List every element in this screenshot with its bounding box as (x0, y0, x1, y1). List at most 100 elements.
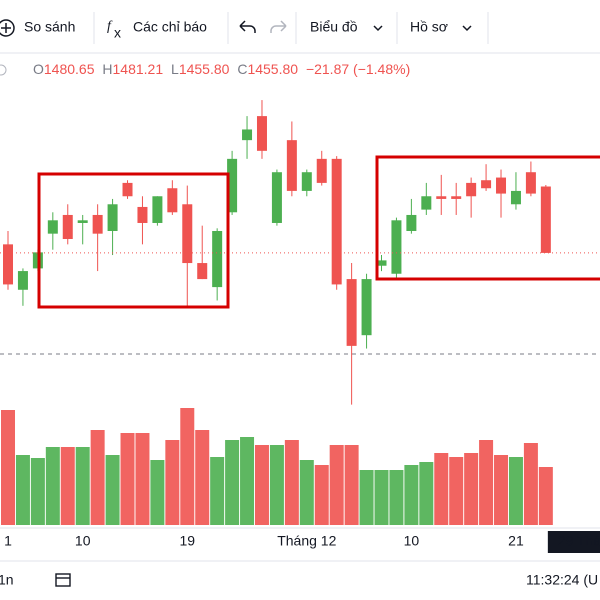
highlight-box (37, 172, 230, 309)
volume-bar (299, 460, 314, 525)
candle-body (167, 188, 178, 213)
profile-menu[interactable]: Hồ sơ (410, 19, 448, 35)
redo-button[interactable] (270, 20, 287, 33)
legend-value: 1455.80 (179, 61, 230, 77)
candle-body (525, 172, 536, 194)
candle-body (92, 214, 103, 234)
indicators-button[interactable]: Các chỉ báo (133, 19, 207, 35)
interval-button[interactable]: 1n (0, 572, 14, 588)
undo-button[interactable] (239, 20, 256, 33)
volume-bar (165, 440, 180, 525)
volume-bar (75, 447, 90, 525)
candle-body (496, 177, 507, 194)
candle-body (376, 260, 387, 266)
candle-body (481, 180, 492, 189)
volume-bar (284, 440, 299, 525)
volume-bar (150, 460, 165, 525)
volume-bar (329, 445, 344, 525)
toolbar: So sánh f x Các chỉ báo Biểu đồ Hồ sơ (0, 12, 600, 54)
compare-icon[interactable] (0, 19, 15, 37)
candle-body (242, 129, 253, 141)
fx-icon[interactable]: f (107, 19, 113, 34)
candle-body (17, 271, 28, 290)
volume-bar (225, 440, 240, 525)
candle-body (3, 244, 13, 285)
legend-label: O (33, 61, 44, 77)
candle-body (197, 263, 208, 280)
crosshair-date-box (547, 531, 600, 553)
highlight-box (375, 155, 600, 281)
volume-bar (15, 455, 30, 525)
volume-bar (479, 440, 494, 525)
legend-value: 1481.21 (113, 61, 164, 77)
x-tick-label: 1 (4, 533, 12, 549)
candle-body (316, 158, 327, 183)
volume-bar (105, 455, 120, 525)
candle-body (47, 220, 58, 234)
legend-change: −21.87 (−1.48%) (306, 61, 410, 77)
volume-bar (389, 470, 404, 525)
volume-bar (344, 445, 359, 525)
chart-menu[interactable]: Biểu đồ (310, 19, 358, 35)
ohlc-legend: O1480.65 H1481.21 L1455.80 C1455.80 −21.… (33, 61, 410, 77)
x-tick-label: 19 (179, 533, 195, 549)
volume-bar (30, 458, 45, 525)
volume-bar (1, 410, 15, 525)
legend-value: 1480.65 (44, 61, 95, 77)
volume-bar (464, 453, 479, 525)
volume-bar (523, 443, 538, 525)
x-tick-label: 10 (404, 533, 420, 549)
candle-body (107, 204, 118, 231)
legend-value: 1455.80 (247, 61, 298, 77)
candle-body (122, 182, 133, 197)
candle-body (451, 196, 462, 199)
date-range-icon[interactable] (55, 573, 71, 587)
candle-body (137, 206, 148, 223)
x-tick-label: Tháng 12 (277, 533, 336, 549)
candle-body (256, 116, 267, 151)
legend-label: L (171, 61, 179, 77)
clock: 11:32:24 (U (526, 572, 598, 588)
x-tick-label: 29 Thá (558, 533, 600, 549)
legend-icon (0, 64, 7, 76)
candle-body (271, 172, 282, 223)
volume-bar (45, 447, 60, 525)
candle-body (421, 196, 432, 210)
volume-bar (60, 447, 75, 525)
candle-body (182, 204, 193, 264)
time-axis: 1 10 19 Tháng 12 10 21 29 Thá (4, 531, 600, 553)
volume-bar (359, 470, 374, 525)
fx-icon-sub: x (114, 25, 121, 41)
volume-bar (210, 457, 225, 525)
candle-body (361, 279, 372, 336)
candle-body (331, 158, 342, 285)
volume-bar (120, 433, 135, 525)
compare-button[interactable]: So sánh (24, 19, 75, 35)
candle-body (466, 182, 477, 197)
volume-bar (180, 408, 195, 525)
volume-bar (374, 470, 389, 525)
candle-body (346, 279, 357, 346)
candle-body (406, 214, 417, 231)
volume-bar (90, 430, 105, 525)
candle-body (510, 190, 521, 205)
x-tick-label: 21 (508, 533, 524, 549)
volume-bar (240, 437, 255, 525)
candle-body (152, 196, 163, 223)
x-tick-label: 10 (75, 533, 91, 549)
legend-label: C (237, 61, 247, 77)
candle-body (391, 220, 402, 274)
volume-bar (404, 465, 419, 525)
candle-body (436, 196, 447, 199)
compare-plus (1, 23, 11, 33)
volume-bar (449, 457, 464, 525)
chevron (462, 25, 472, 32)
volume-bar (135, 433, 150, 525)
volume-bar (434, 453, 449, 525)
volume-bar (419, 462, 434, 525)
chevron (373, 25, 383, 32)
candle-body (286, 140, 297, 191)
candle-body (212, 230, 223, 288)
volume-bar (195, 430, 210, 525)
